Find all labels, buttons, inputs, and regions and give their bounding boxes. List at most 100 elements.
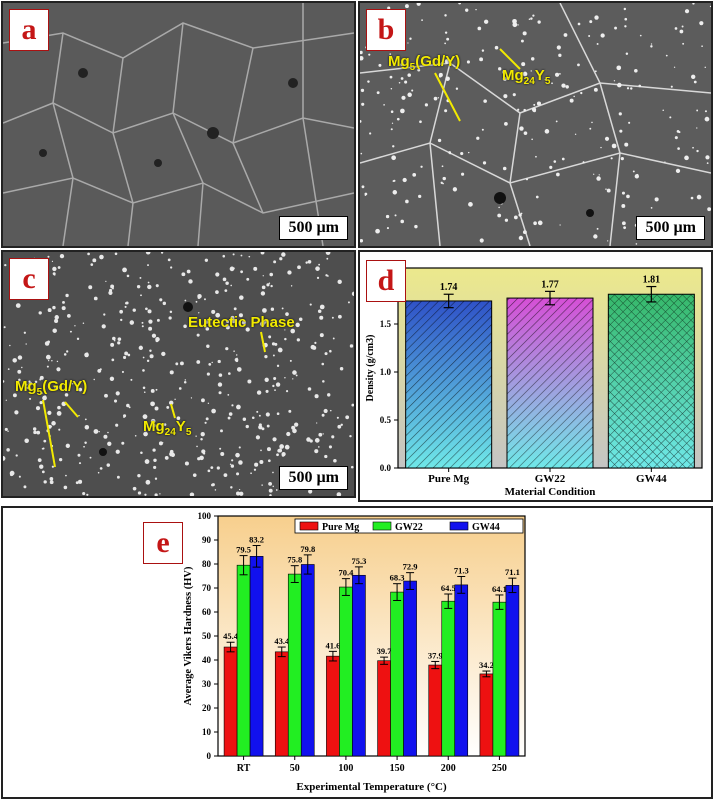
value-label: 1.81 <box>643 275 661 286</box>
value-label: 37.9 <box>428 650 443 660</box>
hardness-bar <box>249 556 264 757</box>
legend-swatch <box>449 521 469 531</box>
value-label: 1.77 <box>541 279 559 290</box>
x-tick-label: Pure Mg <box>428 473 470 485</box>
y-tick-label: 0.5 <box>380 415 392 425</box>
x-tick-label: GW22 <box>535 473 566 485</box>
x-tick-label: RT <box>237 763 251 774</box>
value-label: 39.7 <box>377 646 393 656</box>
legend-label: GW44 <box>472 522 500 533</box>
hardness-chart-panel-e: 0 10 20 30 40 50 60 70 80 90 100 45.4 79.5 83.2 RT 43.4… <box>1 506 713 799</box>
hardness-bar <box>505 585 520 757</box>
y-tick-label: 0.0 <box>380 463 392 473</box>
scale-bar-b: 500 µm <box>636 216 705 240</box>
value-label: 64.1 <box>492 584 507 594</box>
hardness-bar <box>479 673 494 757</box>
panel-label-a: a <box>9 9 49 51</box>
plot-area <box>217 515 526 757</box>
sem-panel-b: b Mg5(Gd/Y) Mg24Y5 500 µm <box>358 1 713 248</box>
x-tick-label: 150 <box>390 763 405 774</box>
micrograph-b <box>360 3 711 246</box>
bar-hatch <box>507 298 593 468</box>
hardness-bar <box>236 564 251 757</box>
x-tick-label: GW44 <box>636 473 667 485</box>
sem-panel-a: a 500 µm <box>1 1 356 248</box>
hardness-bar <box>287 573 302 757</box>
y-tick-label: 70 <box>202 583 212 593</box>
y-tick-label: 10 <box>202 727 212 737</box>
x-axis-label: Material Condition <box>505 486 596 498</box>
value-label: 79.5 <box>236 545 251 555</box>
value-label: 71.3 <box>454 565 469 575</box>
legend-label: GW22 <box>395 522 423 533</box>
value-label: 45.4 <box>223 631 239 641</box>
value-label: 72.9 <box>403 562 418 572</box>
y-tick-label: 100 <box>198 511 212 521</box>
y-tick-label: 90 <box>202 535 212 545</box>
y-tick-label: 20 <box>202 703 212 713</box>
value-label: 41.6 <box>325 640 340 650</box>
panel-label-c: c <box>9 258 49 300</box>
hardness-bar <box>492 601 507 757</box>
hardness-bar <box>390 591 404 757</box>
annotation-mg24y5-b: Mg24Y5 <box>502 67 551 87</box>
value-label: 1.74 <box>440 282 458 293</box>
legend-swatch <box>299 521 319 531</box>
panel-label-e: e <box>143 522 183 564</box>
y-tick-label: 80 <box>202 559 212 569</box>
hardness-bar <box>428 664 443 757</box>
micrograph-a <box>3 3 354 246</box>
x-tick-label: 200 <box>441 763 456 774</box>
annotation-mg24y5-c: Mg24Y5 <box>143 418 192 438</box>
x-tick-label: 100 <box>338 763 353 774</box>
y-tick-label: 0 <box>207 751 212 761</box>
value-label: 68.3 <box>390 573 405 583</box>
bar-hatch <box>608 294 695 468</box>
annotation-eutectic-c: Eutectic Phase <box>188 314 295 331</box>
hardness-bar <box>274 651 289 757</box>
legend-label: Pure Mg <box>322 522 359 533</box>
value-label: 34.2 <box>479 660 494 670</box>
value-label: 75.8 <box>287 555 302 565</box>
hardness-bar <box>454 584 469 757</box>
hardness-bar <box>300 564 315 757</box>
value-label: 75.3 <box>351 556 366 566</box>
legend-swatch <box>372 521 392 531</box>
sem-panel-c: c Eutectic Phase Mg5(Gd/Y) Mg24Y5 500 µm <box>1 250 356 498</box>
x-tick-label: 250 <box>492 763 507 774</box>
y-tick-label: 50 <box>202 631 212 641</box>
y-axis-label: Average Vikers Hardness (HV) <box>183 566 194 705</box>
x-axis-label: Experimental Temperature (°C) <box>296 781 447 793</box>
value-label: 79.8 <box>300 544 315 554</box>
panel-label-d: d <box>366 260 406 302</box>
hardness-bar <box>403 580 417 757</box>
y-tick-label: 1.5 <box>380 319 392 329</box>
y-tick-label: 1.0 <box>380 367 392 377</box>
micrograph-c <box>3 252 354 496</box>
annotation-mg5gdy-c: Mg5(Gd/Y) <box>15 378 88 398</box>
x-tick-label: 50 <box>290 763 300 774</box>
value-label: 71.1 <box>505 567 520 577</box>
hardness-chart: 0 10 20 30 40 50 60 70 80 90 100 45.4 79.583.2 RT 43.4… <box>183 511 526 793</box>
hardness-bar <box>326 655 340 757</box>
y-tick-label: 40 <box>202 655 212 665</box>
legend: Pure Mg GW22 GW44 <box>294 518 524 534</box>
annotation-mg5gdy-b: Mg5(Gd/Y) <box>388 53 461 73</box>
hardness-bar <box>352 574 366 757</box>
y-tick-label: 30 <box>202 679 212 689</box>
bar-hatch <box>405 300 492 468</box>
hardness-bar <box>377 660 391 757</box>
y-axis-label: Density (g/cm3) <box>365 335 376 402</box>
y-tick-label: 60 <box>202 607 212 617</box>
scale-bar-a: 500 µm <box>279 216 348 240</box>
value-label: 64.5 <box>441 583 456 593</box>
hardness-bar <box>441 600 456 757</box>
hardness-bar <box>339 586 353 757</box>
value-label: 43.4 <box>274 636 290 646</box>
panel-label-b: b <box>366 9 406 51</box>
scale-bar-c: 500 µm <box>279 466 348 490</box>
value-label: 83.2 <box>249 535 264 545</box>
hardness-bar <box>223 646 238 757</box>
